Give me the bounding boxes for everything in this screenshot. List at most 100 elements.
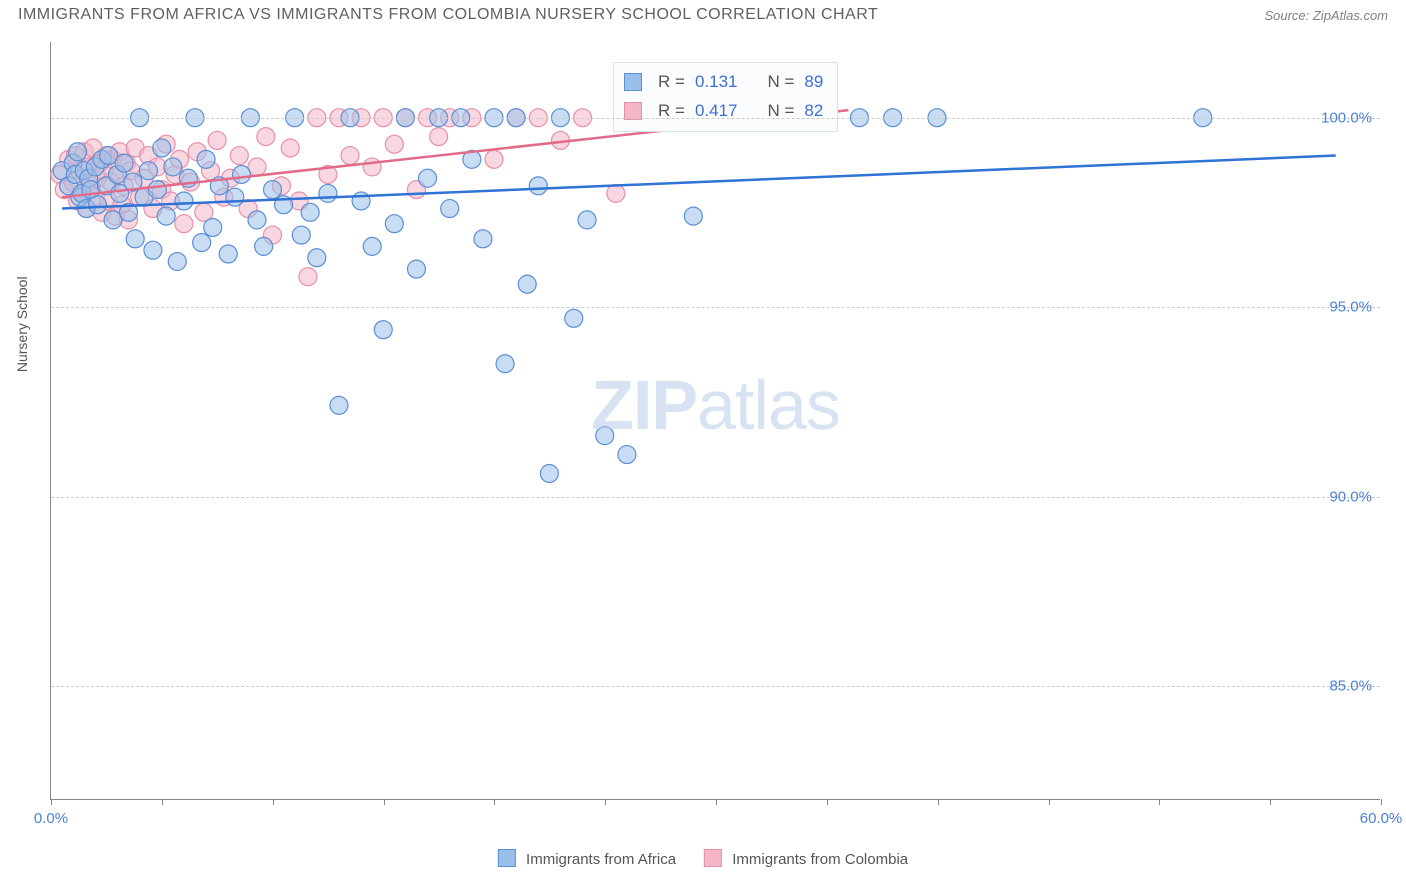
scatter-point — [204, 218, 222, 236]
x-tick — [938, 799, 939, 805]
scatter-point — [175, 192, 193, 210]
gridline — [51, 497, 1380, 498]
x-tick — [605, 799, 606, 805]
gridline — [51, 307, 1380, 308]
x-tick — [273, 799, 274, 805]
scatter-point — [496, 355, 514, 373]
scatter-point — [193, 234, 211, 252]
scatter-point — [301, 203, 319, 221]
scatter-point — [618, 446, 636, 464]
scatter-point — [518, 275, 536, 293]
africa-n-value: 89 — [804, 68, 823, 97]
scatter-point — [474, 230, 492, 248]
gridline — [51, 686, 1380, 687]
scatter-point — [175, 215, 193, 233]
colombia-r-value: 0.417 — [695, 97, 738, 126]
scatter-point — [485, 150, 503, 168]
scatter-point — [164, 158, 182, 176]
scatter-point — [441, 200, 459, 218]
y-tick-label: 95.0% — [1329, 299, 1372, 316]
n-label: N = — [767, 97, 794, 126]
scatter-point — [540, 465, 558, 483]
africa-swatch-icon — [498, 849, 516, 867]
scatter-point — [153, 139, 171, 157]
scatter-point — [89, 196, 107, 214]
scatter-point — [607, 184, 625, 202]
scatter-point — [232, 165, 250, 183]
y-tick-label: 85.0% — [1329, 678, 1372, 695]
correlation-stat-box: R = 0.131 N = 89 R = 0.417 N = 82 — [613, 62, 838, 132]
x-tick — [384, 799, 385, 805]
africa-r-value: 0.131 — [695, 68, 738, 97]
scatter-point — [299, 268, 317, 286]
scatter-point — [292, 226, 310, 244]
r-label: R = — [658, 68, 685, 97]
x-tick — [1270, 799, 1271, 805]
x-tick — [716, 799, 717, 805]
scatter-point — [529, 177, 547, 195]
scatter-point — [308, 249, 326, 267]
scatter-point — [684, 207, 702, 225]
scatter-point — [197, 150, 215, 168]
scatter-point — [330, 396, 348, 414]
scatter-point — [281, 139, 299, 157]
scatter-point — [230, 147, 248, 165]
x-tick — [494, 799, 495, 805]
scatter-point — [208, 131, 226, 149]
stat-row-colombia: R = 0.417 N = 82 — [624, 97, 823, 126]
scatter-point — [363, 237, 381, 255]
scatter-point — [385, 215, 403, 233]
scatter-point — [144, 241, 162, 259]
scatter-point — [596, 427, 614, 445]
x-tick-label: 60.0% — [1360, 810, 1403, 827]
gridline — [51, 118, 1380, 119]
n-label: N = — [767, 68, 794, 97]
africa-swatch-icon — [624, 73, 642, 91]
scatter-point — [226, 188, 244, 206]
legend-item-colombia: Immigrants from Colombia — [704, 849, 908, 868]
x-tick — [162, 799, 163, 805]
scatter-point — [126, 230, 144, 248]
legend-africa-label: Immigrants from Africa — [526, 851, 676, 868]
scatter-point — [341, 147, 359, 165]
scatter-point — [148, 181, 166, 199]
source-label: Source: ZipAtlas.com — [1264, 8, 1388, 23]
scatter-point — [219, 245, 237, 263]
scatter-point — [407, 260, 425, 278]
scatter-point — [139, 162, 157, 180]
scatter-point — [578, 211, 596, 229]
x-tick — [1159, 799, 1160, 805]
x-tick-label: 0.0% — [34, 810, 68, 827]
stat-row-africa: R = 0.131 N = 89 — [624, 68, 823, 97]
r-label: R = — [658, 97, 685, 126]
y-tick-label: 100.0% — [1321, 109, 1372, 126]
scatter-point — [248, 211, 266, 229]
chart-title: IMMIGRANTS FROM AFRICA VS IMMIGRANTS FRO… — [18, 6, 878, 24]
x-tick — [827, 799, 828, 805]
scatter-point — [115, 154, 133, 172]
colombia-n-value: 82 — [804, 97, 823, 126]
legend-colombia-label: Immigrants from Colombia — [732, 851, 908, 868]
x-tick — [1381, 799, 1382, 805]
scatter-point — [419, 169, 437, 187]
scatter-point — [363, 158, 381, 176]
colombia-swatch-icon — [704, 849, 722, 867]
scatter-point — [430, 128, 448, 146]
scatter-point — [257, 128, 275, 146]
plot-area: ZIPatlas R = 0.131 N = 89 R = 0.417 N = … — [50, 42, 1380, 800]
x-tick — [1049, 799, 1050, 805]
legend: Immigrants from Africa Immigrants from C… — [498, 849, 908, 868]
scatter-point — [565, 309, 583, 327]
scatter-point — [69, 143, 87, 161]
scatter-point — [157, 207, 175, 225]
scatter-point — [168, 253, 186, 271]
scatter-point — [264, 181, 282, 199]
scatter-point — [319, 184, 337, 202]
scatter-point — [255, 237, 273, 255]
scatter-point — [385, 135, 403, 153]
x-tick — [51, 799, 52, 805]
y-axis-title: Nursery School — [14, 276, 30, 372]
scatter-point — [374, 321, 392, 339]
legend-item-africa: Immigrants from Africa — [498, 849, 676, 868]
y-tick-label: 90.0% — [1329, 488, 1372, 505]
